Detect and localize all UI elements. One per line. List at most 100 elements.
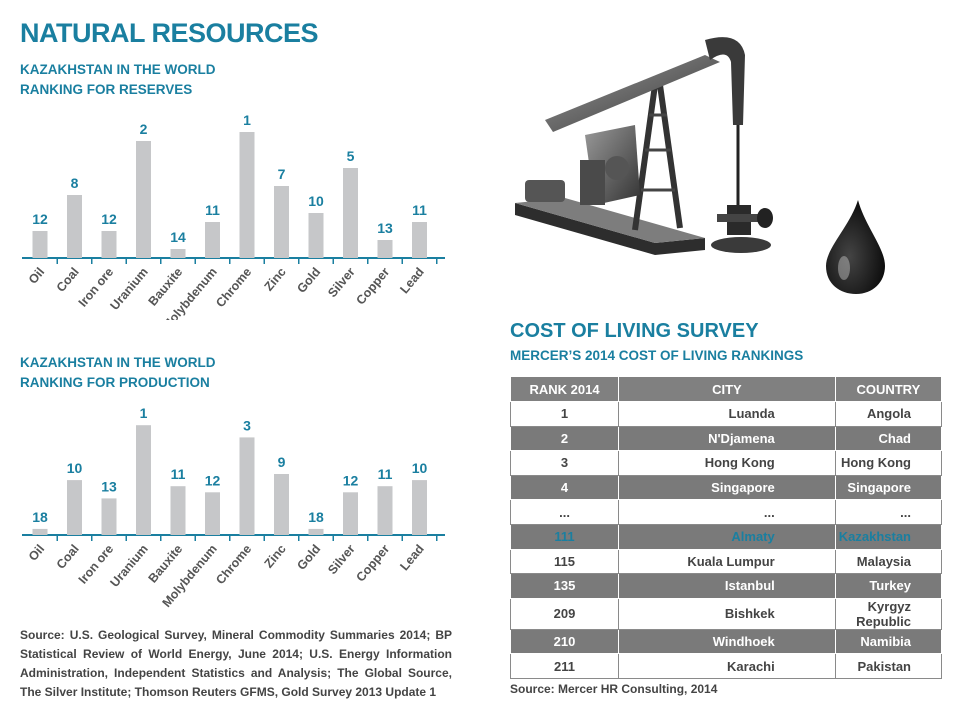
data-label: 2 xyxy=(140,121,148,137)
category-label: Zinc xyxy=(262,542,289,571)
bar-copper xyxy=(377,486,393,535)
cell-city: ... xyxy=(618,499,836,525)
category-label: Oil xyxy=(26,265,47,287)
data-label: 11 xyxy=(171,466,186,482)
cell-rank: 209 xyxy=(509,597,620,630)
category-label: Oil xyxy=(26,542,47,564)
cost-of-living-subtitle: MERCER’S 2014 COST OF LIVING RANKINGS xyxy=(510,348,804,363)
data-label: 7 xyxy=(278,166,286,182)
table-row: 111 Almaty Kazakhstan xyxy=(509,523,943,550)
cell-country: Kazakhstan xyxy=(834,523,943,550)
category-label: Silver xyxy=(325,542,358,577)
bar-coal xyxy=(67,480,82,535)
data-label: 13 xyxy=(101,478,117,494)
table-row: 4 Singapore Singapore xyxy=(509,474,943,501)
category-label: Coal xyxy=(54,265,82,295)
bar-iron-ore xyxy=(101,498,117,535)
cell-country: Namibia xyxy=(834,628,943,655)
cost-of-living-table: RANK 2014 CITY COUNTRY 1 Luanda Angola 2 N'D… xyxy=(509,376,943,679)
data-label: 14 xyxy=(170,229,186,245)
data-label: 12 xyxy=(343,472,359,488)
bar-silver xyxy=(343,168,358,258)
cell-country: Pakistan xyxy=(834,653,943,679)
page-title: NATURAL RESOURCES xyxy=(20,18,319,48)
data-label: 9 xyxy=(278,454,286,470)
cell-city: Almaty xyxy=(618,523,836,550)
bar-uranium xyxy=(136,141,151,258)
bar-oil xyxy=(32,231,48,258)
category-label: Silver xyxy=(325,265,358,300)
cell-country: Malaysia xyxy=(834,548,943,575)
bar-molybdenum xyxy=(205,222,220,258)
table-row: 1 Luanda Angola xyxy=(509,401,943,427)
oil-drop-icon xyxy=(826,200,885,294)
data-label: 18 xyxy=(308,509,324,525)
data-label: 12 xyxy=(205,472,221,488)
cell-rank: 210 xyxy=(509,628,620,655)
category-label: Gold xyxy=(294,542,323,573)
table-row: 210 Windhoek Namibia xyxy=(509,628,943,655)
category-label: Coal xyxy=(54,542,82,572)
source-note-cost-of-living: Source: Mercer HR Consulting, 2014 xyxy=(510,682,718,696)
category-label: Copper xyxy=(353,542,392,585)
cell-rank: 211 xyxy=(509,653,620,679)
data-label: 10 xyxy=(67,460,83,476)
bar-chrome xyxy=(239,437,255,535)
category-label: Chrome xyxy=(213,265,254,310)
reserves-subtitle-line2: RANKING FOR RESERVES xyxy=(20,82,193,97)
bar-bauxite xyxy=(170,486,186,535)
bar-lead xyxy=(412,480,427,535)
data-label: 1 xyxy=(140,405,148,421)
reserves-subtitle: KAZAKHSTAN IN THE WORLD RANKING FOR RESE… xyxy=(20,60,215,100)
bar-lead xyxy=(412,222,427,258)
data-label: 11 xyxy=(378,466,393,482)
cell-rank: 1 xyxy=(509,401,620,427)
cell-city: Luanda xyxy=(618,401,836,427)
bar-zinc xyxy=(274,186,289,258)
data-label: 1 xyxy=(243,112,251,128)
data-label: 12 xyxy=(101,211,117,227)
data-label: 10 xyxy=(308,193,324,209)
bar-iron-ore xyxy=(101,231,117,258)
table-header-row: RANK 2014 CITY COUNTRY xyxy=(509,376,943,402)
cell-city: Karachi xyxy=(618,653,836,679)
cell-rank: 111 xyxy=(509,523,620,550)
data-label: 18 xyxy=(32,509,48,525)
cell-city: N'Djamena xyxy=(618,425,836,452)
cell-country: Chad xyxy=(834,425,943,452)
bar-bauxite xyxy=(170,249,186,258)
cell-country: Angola xyxy=(834,401,943,427)
header-city: CITY xyxy=(618,376,836,402)
cell-rank: ... xyxy=(509,499,620,525)
bar-gold xyxy=(308,213,324,258)
table-row: 209 Bishkek Kyrgyz Republic xyxy=(509,597,943,630)
bar-chrome xyxy=(239,132,255,258)
data-label: 5 xyxy=(347,148,355,164)
table-row: 211 Karachi Pakistan xyxy=(509,653,943,679)
cell-country: Hong Kong xyxy=(834,450,943,476)
data-label: 12 xyxy=(32,211,48,227)
cell-country: Turkey xyxy=(834,573,943,599)
production-subtitle-line2: RANKING FOR PRODUCTION xyxy=(20,375,210,390)
production-subtitle: KAZAKHSTAN IN THE WORLD RANKING FOR PROD… xyxy=(20,353,215,393)
cell-rank: 115 xyxy=(509,548,620,575)
cell-rank: 2 xyxy=(509,425,620,452)
data-label: 11 xyxy=(412,202,427,218)
cell-city: Windhoek xyxy=(618,628,836,655)
cost-of-living-title: COST OF LIVING SURVEY xyxy=(510,320,759,342)
table-row: 115 Kuala Lumpur Malaysia xyxy=(509,548,943,575)
cell-rank: 3 xyxy=(509,450,620,476)
data-label: 8 xyxy=(71,175,79,191)
table-row: 2 N'Djamena Chad xyxy=(509,425,943,452)
bar-silver xyxy=(343,492,358,535)
bar-uranium xyxy=(136,425,151,535)
bar-gold xyxy=(308,528,324,535)
source-note-resources: Source: U.S. Geological Survey, Mineral … xyxy=(20,628,452,699)
cell-rank: 4 xyxy=(509,474,620,501)
cell-country: Singapore xyxy=(834,474,943,501)
cell-rank: 135 xyxy=(509,573,620,599)
cell-country: ... xyxy=(834,499,943,525)
header-country: COUNTRY xyxy=(834,376,943,402)
